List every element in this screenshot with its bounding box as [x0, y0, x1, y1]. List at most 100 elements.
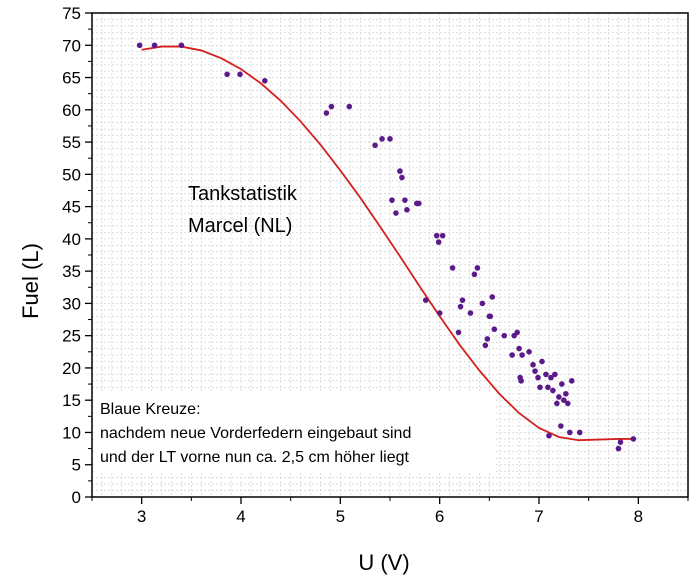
- y-tick-label: 45: [62, 198, 81, 217]
- annotation-note-line2: nachdem neue Vorderfedern eingebaut sind: [100, 425, 411, 442]
- y-tick-label: 25: [62, 327, 81, 346]
- y-tick-label: 55: [62, 133, 81, 152]
- data-point: [433, 232, 440, 239]
- data-point: [558, 423, 564, 429]
- data-point: [479, 300, 486, 307]
- data-point: [509, 352, 515, 358]
- data-point: [537, 384, 543, 391]
- data-point: [554, 400, 560, 407]
- y-tick-label: 35: [62, 262, 81, 281]
- data-point: [548, 374, 554, 381]
- data-point: [514, 329, 520, 336]
- data-point: [439, 232, 446, 239]
- y-tick-label: 40: [62, 230, 81, 249]
- annotation-title-line1: Tankstatistik: [188, 183, 298, 205]
- data-point: [178, 42, 185, 49]
- data-point: [563, 390, 569, 397]
- data-point: [449, 265, 456, 271]
- data-point: [535, 374, 541, 381]
- data-point: [387, 136, 393, 142]
- y-tick-label: 75: [62, 4, 81, 23]
- data-point: [489, 294, 496, 300]
- y-tick-label: 70: [62, 36, 81, 55]
- data-point: [482, 342, 489, 349]
- y-tick-label: 5: [72, 456, 81, 475]
- fit-curve: [141, 45, 634, 442]
- data-point: [471, 271, 478, 278]
- data-point: [402, 197, 408, 203]
- data-point: [262, 77, 268, 84]
- annotation-title-line2: Marcel (NL): [188, 215, 292, 237]
- y-axis-title: Fuel (L): [18, 243, 43, 319]
- y-tick-label: 65: [62, 69, 81, 88]
- y-tick-label: 60: [62, 101, 81, 120]
- y-tick-label: 50: [62, 165, 81, 184]
- data-point: [617, 439, 624, 445]
- data-point: [539, 358, 545, 365]
- data-point: [455, 329, 462, 336]
- data-point: [516, 345, 522, 352]
- data-point: [323, 110, 330, 116]
- y-tick-label: 15: [62, 391, 81, 410]
- data-point: [559, 381, 565, 387]
- data-point: [518, 378, 524, 384]
- data-point: [151, 42, 158, 49]
- data-point: [526, 349, 532, 355]
- data-point: [397, 168, 403, 174]
- x-axis-title: U (V): [358, 550, 409, 575]
- data-point: [561, 397, 567, 404]
- data-point: [136, 42, 143, 49]
- note-box: [96, 393, 496, 473]
- x-tick-labels: 3 4 5 6 7 8: [137, 507, 643, 526]
- data-point: [615, 445, 622, 452]
- data-point: [328, 103, 335, 110]
- data-point: [552, 371, 558, 378]
- data-point: [546, 432, 552, 439]
- data-point: [389, 197, 395, 203]
- data-point: [436, 310, 443, 316]
- data-point: [467, 310, 474, 316]
- data-point: [545, 384, 551, 391]
- data-point: [404, 207, 410, 213]
- x-tick-label: 4: [236, 507, 245, 526]
- x-tick-label: 5: [336, 507, 345, 526]
- data-point: [346, 103, 353, 110]
- fit-curve-layer: [141, 45, 634, 442]
- data-point: [393, 210, 399, 216]
- data-point: [556, 394, 562, 400]
- axis-ticks: [85, 12, 689, 504]
- data-point: [487, 313, 494, 320]
- data-point: [491, 326, 498, 333]
- grid: [91, 12, 689, 498]
- annotation-note-line3: und der LT vorne nun ca. 2,5 cm höher li…: [100, 449, 409, 466]
- data-point: [576, 429, 583, 436]
- data-point: [501, 332, 508, 339]
- data-point: [459, 297, 466, 303]
- data-point: [224, 71, 230, 78]
- y-tick-label: 10: [62, 423, 81, 442]
- data-point: [530, 361, 536, 368]
- x-tick-label: 6: [435, 507, 444, 526]
- annotation-note-line1: Blaue Kreuze:: [100, 401, 201, 418]
- data-point: [566, 429, 573, 436]
- data-point: [484, 336, 491, 342]
- y-tick-label: 30: [62, 294, 81, 313]
- data-point: [568, 378, 575, 384]
- data-point: [457, 303, 464, 310]
- data-point: [565, 400, 571, 407]
- data-point: [416, 200, 422, 207]
- data-point: [474, 265, 481, 271]
- data-point: [399, 174, 405, 181]
- data-point: [435, 239, 442, 245]
- data-point: [543, 371, 549, 378]
- data-point: [519, 352, 525, 358]
- data-point: [532, 368, 538, 374]
- x-tick-label: 8: [634, 507, 643, 526]
- data-point: [237, 71, 243, 78]
- y-tick-labels: 0 5 10 15 20 25 30 35 40 45 50 55 60 65 70 75: [62, 4, 81, 507]
- y-tick-label: 0: [72, 488, 81, 507]
- data-point: [422, 297, 429, 303]
- data-point: [372, 142, 378, 149]
- data-point: [630, 436, 637, 442]
